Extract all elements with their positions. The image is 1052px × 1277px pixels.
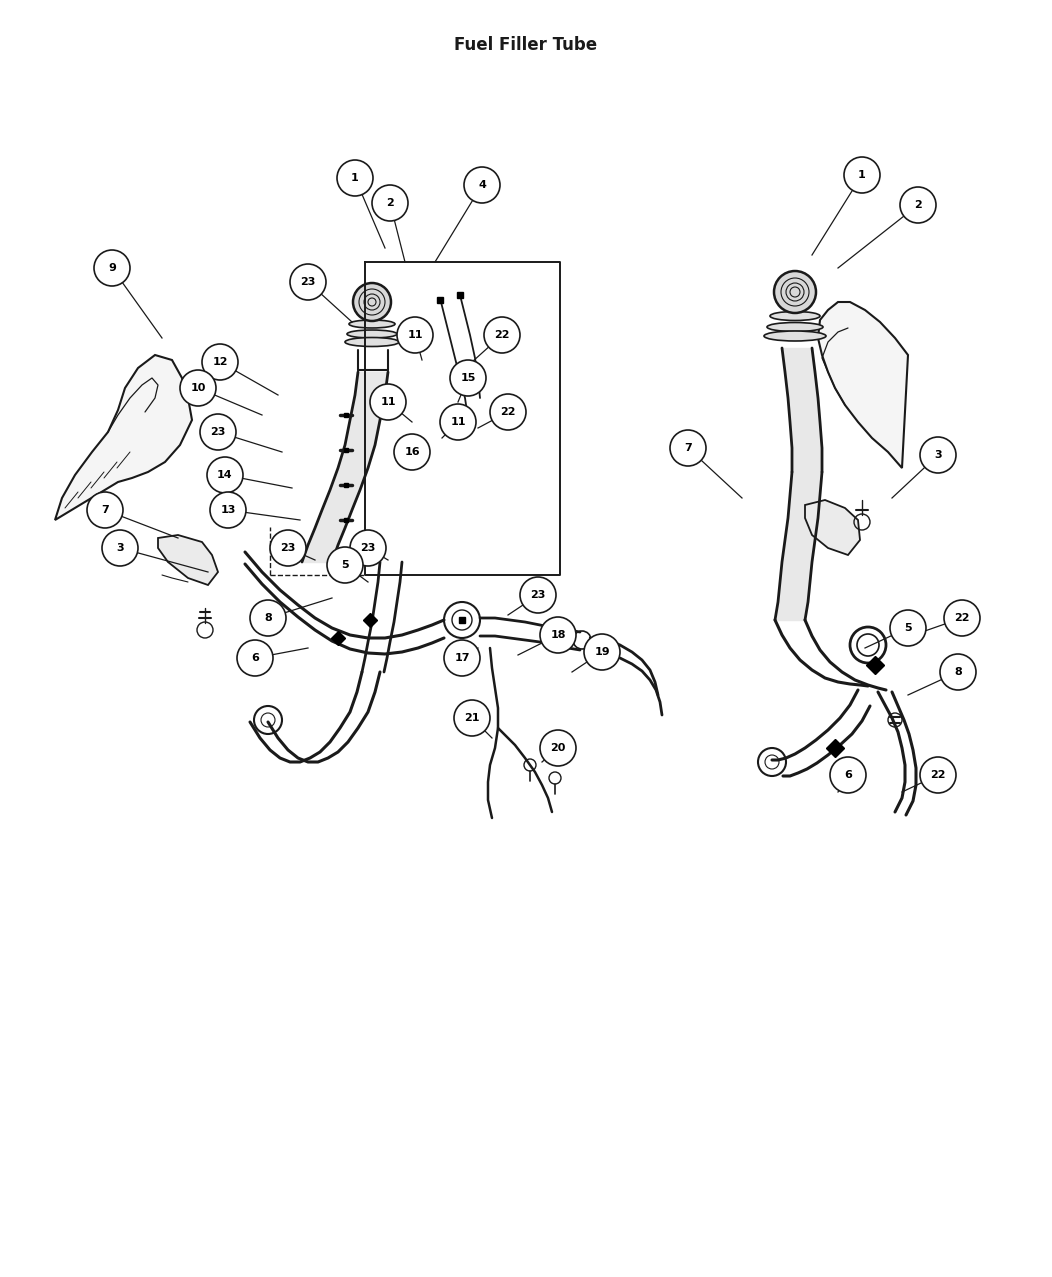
Text: 6: 6 bbox=[251, 653, 259, 663]
Circle shape bbox=[464, 167, 500, 203]
Circle shape bbox=[454, 700, 490, 736]
Polygon shape bbox=[805, 501, 859, 555]
Circle shape bbox=[450, 360, 486, 396]
Text: 22: 22 bbox=[930, 770, 946, 780]
Text: 11: 11 bbox=[450, 418, 466, 427]
Circle shape bbox=[372, 185, 408, 221]
Circle shape bbox=[540, 617, 576, 653]
Text: 17: 17 bbox=[454, 653, 470, 663]
Ellipse shape bbox=[349, 321, 394, 328]
Text: 12: 12 bbox=[213, 358, 227, 366]
Circle shape bbox=[901, 186, 936, 223]
Circle shape bbox=[440, 404, 476, 441]
Text: 23: 23 bbox=[210, 427, 226, 437]
Text: 15: 15 bbox=[461, 373, 476, 383]
Text: 16: 16 bbox=[404, 447, 420, 457]
Text: 8: 8 bbox=[954, 667, 962, 677]
Text: 14: 14 bbox=[217, 470, 232, 480]
Ellipse shape bbox=[767, 323, 823, 332]
Circle shape bbox=[944, 600, 980, 636]
Text: 1: 1 bbox=[858, 170, 866, 180]
Circle shape bbox=[250, 600, 286, 636]
Circle shape bbox=[350, 530, 386, 566]
Text: 23: 23 bbox=[530, 590, 546, 600]
Circle shape bbox=[490, 395, 526, 430]
Circle shape bbox=[670, 430, 706, 466]
Circle shape bbox=[540, 730, 576, 766]
Circle shape bbox=[920, 757, 956, 793]
Circle shape bbox=[87, 492, 123, 527]
Circle shape bbox=[830, 757, 866, 793]
Circle shape bbox=[520, 577, 557, 613]
Text: 21: 21 bbox=[464, 713, 480, 723]
Text: 4: 4 bbox=[478, 180, 486, 190]
Text: 23: 23 bbox=[361, 543, 376, 553]
Text: 20: 20 bbox=[550, 743, 566, 753]
Text: 11: 11 bbox=[407, 329, 423, 340]
Ellipse shape bbox=[345, 337, 399, 346]
Circle shape bbox=[237, 640, 274, 676]
Circle shape bbox=[202, 344, 238, 381]
Text: Fuel Filler Tube: Fuel Filler Tube bbox=[454, 36, 598, 54]
Ellipse shape bbox=[764, 331, 826, 341]
Circle shape bbox=[774, 271, 816, 313]
Text: 7: 7 bbox=[684, 443, 692, 453]
Text: 7: 7 bbox=[101, 504, 108, 515]
Circle shape bbox=[370, 384, 406, 420]
Circle shape bbox=[920, 437, 956, 472]
Circle shape bbox=[210, 492, 246, 527]
Text: 8: 8 bbox=[264, 613, 271, 623]
Circle shape bbox=[207, 457, 243, 493]
Text: 23: 23 bbox=[300, 277, 316, 287]
Text: 23: 23 bbox=[280, 543, 296, 553]
Text: 9: 9 bbox=[108, 263, 116, 273]
Polygon shape bbox=[818, 301, 908, 467]
Text: 11: 11 bbox=[380, 397, 396, 407]
Circle shape bbox=[270, 530, 306, 566]
Text: 5: 5 bbox=[341, 561, 349, 570]
Circle shape bbox=[444, 640, 480, 676]
Circle shape bbox=[890, 610, 926, 646]
Circle shape bbox=[290, 264, 326, 300]
Polygon shape bbox=[55, 355, 193, 520]
Circle shape bbox=[844, 157, 881, 193]
Text: 3: 3 bbox=[934, 450, 942, 460]
Text: 10: 10 bbox=[190, 383, 206, 393]
Circle shape bbox=[102, 530, 138, 566]
Text: 3: 3 bbox=[116, 543, 124, 553]
Circle shape bbox=[180, 370, 216, 406]
Ellipse shape bbox=[347, 329, 397, 338]
Text: 22: 22 bbox=[494, 329, 510, 340]
Text: 6: 6 bbox=[844, 770, 852, 780]
Circle shape bbox=[200, 414, 236, 450]
Text: 19: 19 bbox=[594, 647, 610, 656]
Circle shape bbox=[397, 317, 433, 352]
Circle shape bbox=[940, 654, 976, 690]
Polygon shape bbox=[158, 535, 218, 585]
Text: 22: 22 bbox=[954, 613, 970, 623]
Text: 5: 5 bbox=[904, 623, 912, 633]
Text: 22: 22 bbox=[501, 407, 515, 418]
Circle shape bbox=[327, 547, 363, 584]
Text: 18: 18 bbox=[550, 630, 566, 640]
Ellipse shape bbox=[770, 312, 820, 321]
Text: 2: 2 bbox=[386, 198, 393, 208]
Circle shape bbox=[94, 250, 130, 286]
Text: 13: 13 bbox=[220, 504, 236, 515]
Text: 1: 1 bbox=[351, 172, 359, 183]
Circle shape bbox=[484, 317, 520, 352]
Circle shape bbox=[584, 633, 620, 670]
Circle shape bbox=[394, 434, 430, 470]
Circle shape bbox=[353, 283, 391, 321]
Text: 2: 2 bbox=[914, 200, 922, 209]
Circle shape bbox=[337, 160, 373, 195]
